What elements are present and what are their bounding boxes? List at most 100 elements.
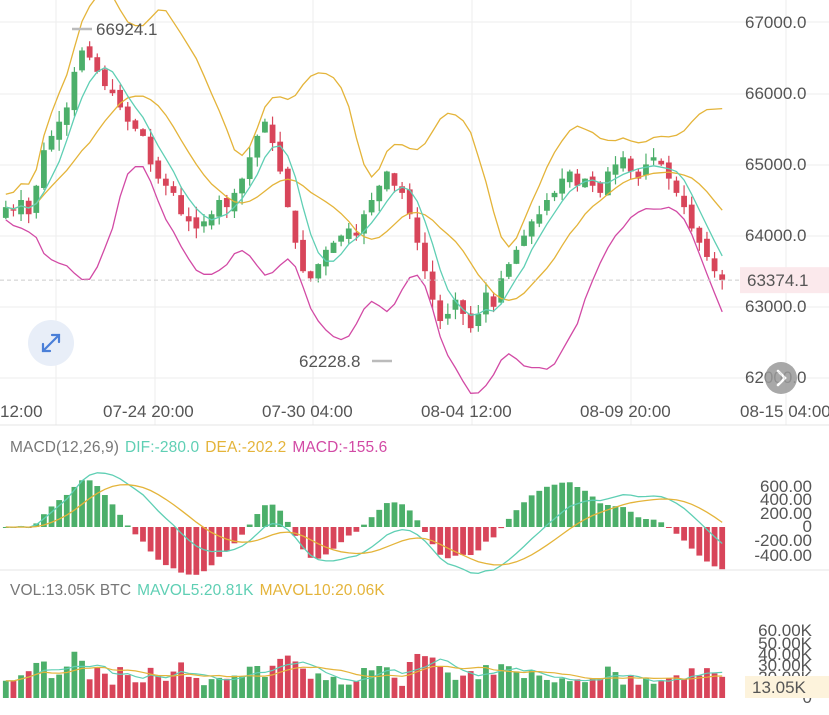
volume-bar	[170, 671, 177, 698]
volume-bar	[528, 670, 535, 698]
macd-bar	[208, 527, 215, 566]
candle-body	[528, 221, 535, 237]
volume-bar	[696, 675, 703, 698]
volume-bar	[330, 676, 337, 698]
macd-bar	[338, 527, 345, 543]
macd-bar	[56, 500, 63, 527]
volume-bar	[444, 672, 451, 698]
candle-body	[307, 271, 314, 279]
macd-bar	[406, 510, 413, 527]
volume-bar	[86, 679, 93, 698]
macd-bar	[41, 514, 47, 527]
macd-bar	[124, 525, 131, 527]
candle-body	[322, 249, 329, 267]
last-price-tag-bg	[740, 267, 829, 294]
candle-body	[246, 157, 253, 180]
candle-body	[437, 300, 444, 322]
volume-bar	[162, 680, 169, 698]
macd-bar	[650, 519, 657, 527]
volume-bar	[63, 666, 70, 698]
volume-bar	[414, 653, 421, 698]
macd-bar	[582, 490, 588, 527]
macd-bar	[528, 495, 535, 527]
macd-bar	[498, 527, 505, 529]
x-tick-label: 07-30 04:00	[262, 402, 353, 421]
candle-body	[719, 274, 726, 281]
candle-body	[574, 173, 581, 186]
macd-bar	[490, 527, 497, 538]
candle-body	[361, 214, 367, 234]
volume-bar	[345, 684, 352, 698]
candle-body	[353, 232, 360, 236]
macd-bar	[140, 527, 146, 542]
volume-bar	[25, 671, 32, 698]
macd-bar	[688, 527, 695, 549]
volume-bar	[635, 684, 642, 698]
x-tick-label: 07-24 20:00	[103, 402, 194, 421]
volume-bar	[284, 655, 291, 698]
macd-bar	[559, 482, 566, 527]
macd-tick-label: -400.00	[754, 546, 812, 565]
y-tick-label: 64000.0	[745, 226, 806, 245]
volume-bar	[376, 666, 383, 698]
macd-bar	[269, 504, 276, 527]
candle-body	[467, 313, 474, 329]
volume-bar	[10, 681, 17, 698]
volume-bar	[643, 678, 649, 698]
macd-bar	[246, 524, 253, 527]
candle-body	[711, 258, 718, 272]
candle-body	[376, 185, 383, 202]
macd-bar	[467, 527, 474, 556]
candle-body	[338, 235, 345, 242]
macd-bar	[574, 487, 581, 527]
macd-bar	[48, 506, 55, 527]
candle-body	[521, 235, 527, 246]
x-tick-label: 08-15 04:00	[740, 402, 829, 421]
volume-bar	[132, 682, 139, 698]
candle-body	[140, 129, 146, 136]
macd-bar	[277, 510, 284, 527]
candle-body	[444, 313, 451, 319]
volume-bar	[56, 674, 63, 698]
macd-tick-label: -200.00	[754, 531, 812, 550]
volume-bar	[101, 673, 108, 698]
candle-body	[460, 300, 466, 314]
macd-header: MACD(12,26,9) DIF:-280.0 DEA:-202.2 MACD:-1…	[10, 439, 393, 457]
candle-body	[681, 195, 687, 208]
volume-bar	[193, 677, 200, 698]
macd-bar	[345, 527, 352, 536]
candle-body	[696, 227, 703, 243]
candle-body	[597, 182, 604, 193]
x-tick-label: 08-09 20:00	[580, 402, 671, 421]
macd-tick-label: 0	[803, 517, 812, 536]
candle-body	[292, 210, 299, 243]
candle-body	[475, 313, 482, 327]
macd-bar	[460, 527, 466, 555]
macd-bar	[239, 527, 245, 535]
candle-body	[452, 299, 459, 310]
volume-bar	[467, 671, 474, 698]
vol-last-tag: 13.05K	[752, 678, 807, 697]
volume-bar	[315, 673, 322, 698]
dea-line	[5, 484, 723, 566]
macd-bar	[170, 527, 177, 569]
candle-body	[391, 173, 398, 186]
macd-bar	[612, 506, 619, 527]
macd-bar	[262, 505, 268, 527]
volume-bar	[262, 676, 268, 698]
candle-body	[330, 242, 337, 253]
candle-body	[704, 238, 710, 257]
macd-dea: DEA:-202.2	[205, 439, 287, 456]
macd-bar	[643, 519, 649, 527]
volume-bar	[124, 675, 131, 698]
macd-bar	[635, 517, 642, 527]
volume-bar	[574, 679, 581, 698]
volume-bar	[185, 676, 192, 698]
macd-bar	[162, 527, 169, 566]
expand-button[interactable]	[28, 320, 74, 366]
volume-bar	[406, 662, 413, 698]
x-tick-label: 12:00	[0, 402, 43, 421]
volume-bar	[216, 677, 223, 698]
scroll-latest-button[interactable]	[765, 362, 797, 394]
